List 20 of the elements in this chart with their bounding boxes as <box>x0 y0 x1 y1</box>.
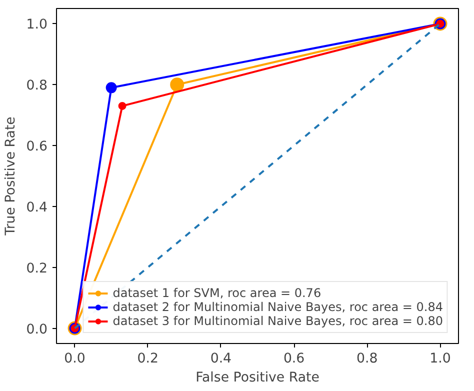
x-tick-label: 0.0 <box>64 352 86 366</box>
point <box>118 102 126 110</box>
y-tick-label: 1.0 <box>26 18 48 33</box>
y-axis-title: True Positive Rate <box>3 116 18 236</box>
y-tick-label: 0.4 <box>26 200 48 216</box>
x-tick-label: 1.0 <box>430 352 451 366</box>
x-axis-title: False Positive Rate <box>196 370 320 386</box>
x-tick-label: 0.4 <box>210 352 232 366</box>
x-tick-label: 0.2 <box>137 352 158 366</box>
point <box>106 82 117 94</box>
x-tick-label: 0.8 <box>356 352 378 366</box>
x-tick-label: 0.6 <box>283 352 305 366</box>
legend-label: dataset 3 for Multinomial Naive Bayes, roc area = 0.80 <box>112 314 443 328</box>
point <box>170 78 184 92</box>
y-tick-label: 0.2 <box>26 261 48 276</box>
y-tick-label: 0.6 <box>26 140 48 155</box>
y-tick-label: 0.0 <box>26 322 48 338</box>
y-tick-label: 0.8 <box>26 78 48 94</box>
legend-label: dataset 2 for Multinomial Naive Bayes, roc area = 0.84 <box>112 300 443 314</box>
legend-label: dataset 1 for SVM, roc area = 0.76 <box>112 286 322 300</box>
